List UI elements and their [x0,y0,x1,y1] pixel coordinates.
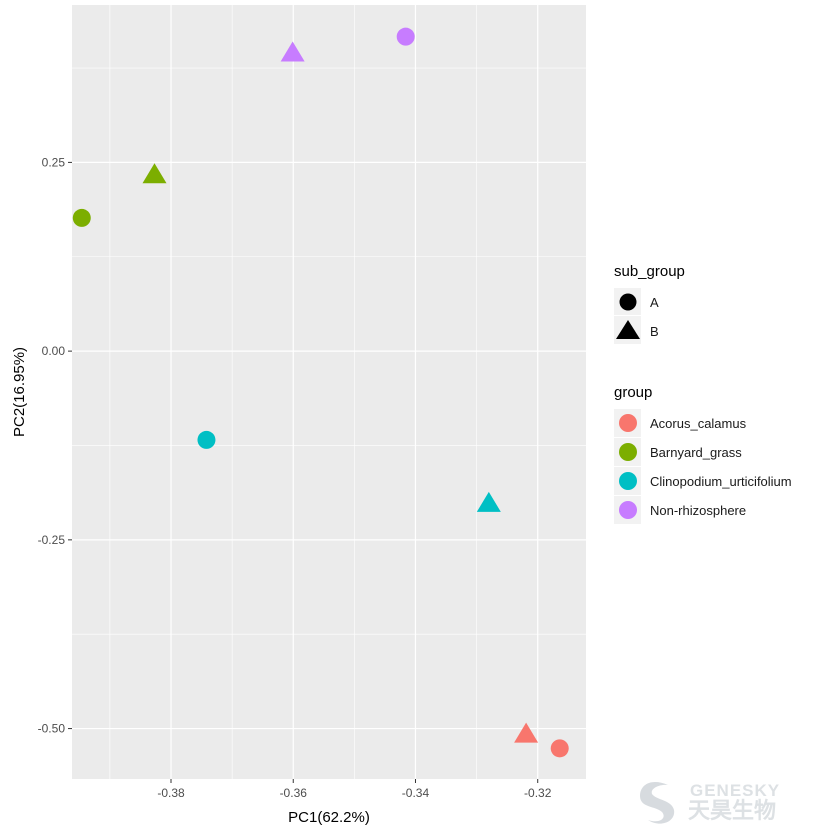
group-legend-label: Clinopodium_urticifolium [650,474,792,489]
scatter-point-triangle [476,491,501,512]
group-legend-swatch [619,472,637,490]
data-points [72,27,569,758]
group-legend-swatch [619,501,637,519]
group-legend-swatch [619,414,637,432]
scatter-point-triangle [280,41,305,62]
y-axis-title: PC2(16.95%) [11,347,28,437]
scatter-point-triangle [142,163,167,184]
plot-panel [72,5,586,779]
x-tick-label: -0.36 [280,786,308,800]
group-legend: group Acorus_calamus Barnyard_grass Clinop… [614,384,792,524]
sub-group-legend-title: sub_group [614,263,685,280]
scatter-point-circle [72,208,91,227]
group-legend-swatch [619,443,637,461]
watermark-chinese-text: 天昊生物 [688,798,776,823]
legend-triangle-icon [616,320,640,339]
watermark-latin-text: GENESKY [690,781,780,800]
y-tick-label: 0.25 [42,155,66,169]
y-tick-label: 0.00 [42,344,66,358]
group-legend-title: group [614,384,652,401]
y-tick-label: -0.50 [38,722,66,736]
grid-lines [72,5,586,779]
legend-circle-icon [619,293,637,311]
group-legend-label: Non-rhizosphere [650,503,746,518]
scatter-point-circle [197,430,216,449]
genesky-logo-icon [640,782,675,824]
x-tick-label: -0.32 [524,786,552,800]
y-tick-label: -0.25 [38,533,66,547]
sub-group-legend: sub_group A B [614,263,685,344]
scatter-point-circle [550,739,569,758]
x-tick-label: -0.38 [157,786,185,800]
axis-ticks: -0.38 -0.36 -0.34 -0.32 0.25 0.00 -0.25 -0.50 [38,155,552,800]
group-legend-label: Barnyard_grass [650,445,742,460]
watermark-logo: GENESKY 天昊生物 [640,781,780,824]
scatter-point-triangle [514,722,539,743]
scatter-point-circle [396,27,415,46]
x-axis-title: PC1(62.2%) [288,809,370,826]
x-tick-label: -0.34 [402,786,430,800]
group-legend-label: Acorus_calamus [650,416,747,431]
sub-group-legend-label-a: A [650,295,659,310]
sub-group-legend-label-b: B [650,324,659,339]
